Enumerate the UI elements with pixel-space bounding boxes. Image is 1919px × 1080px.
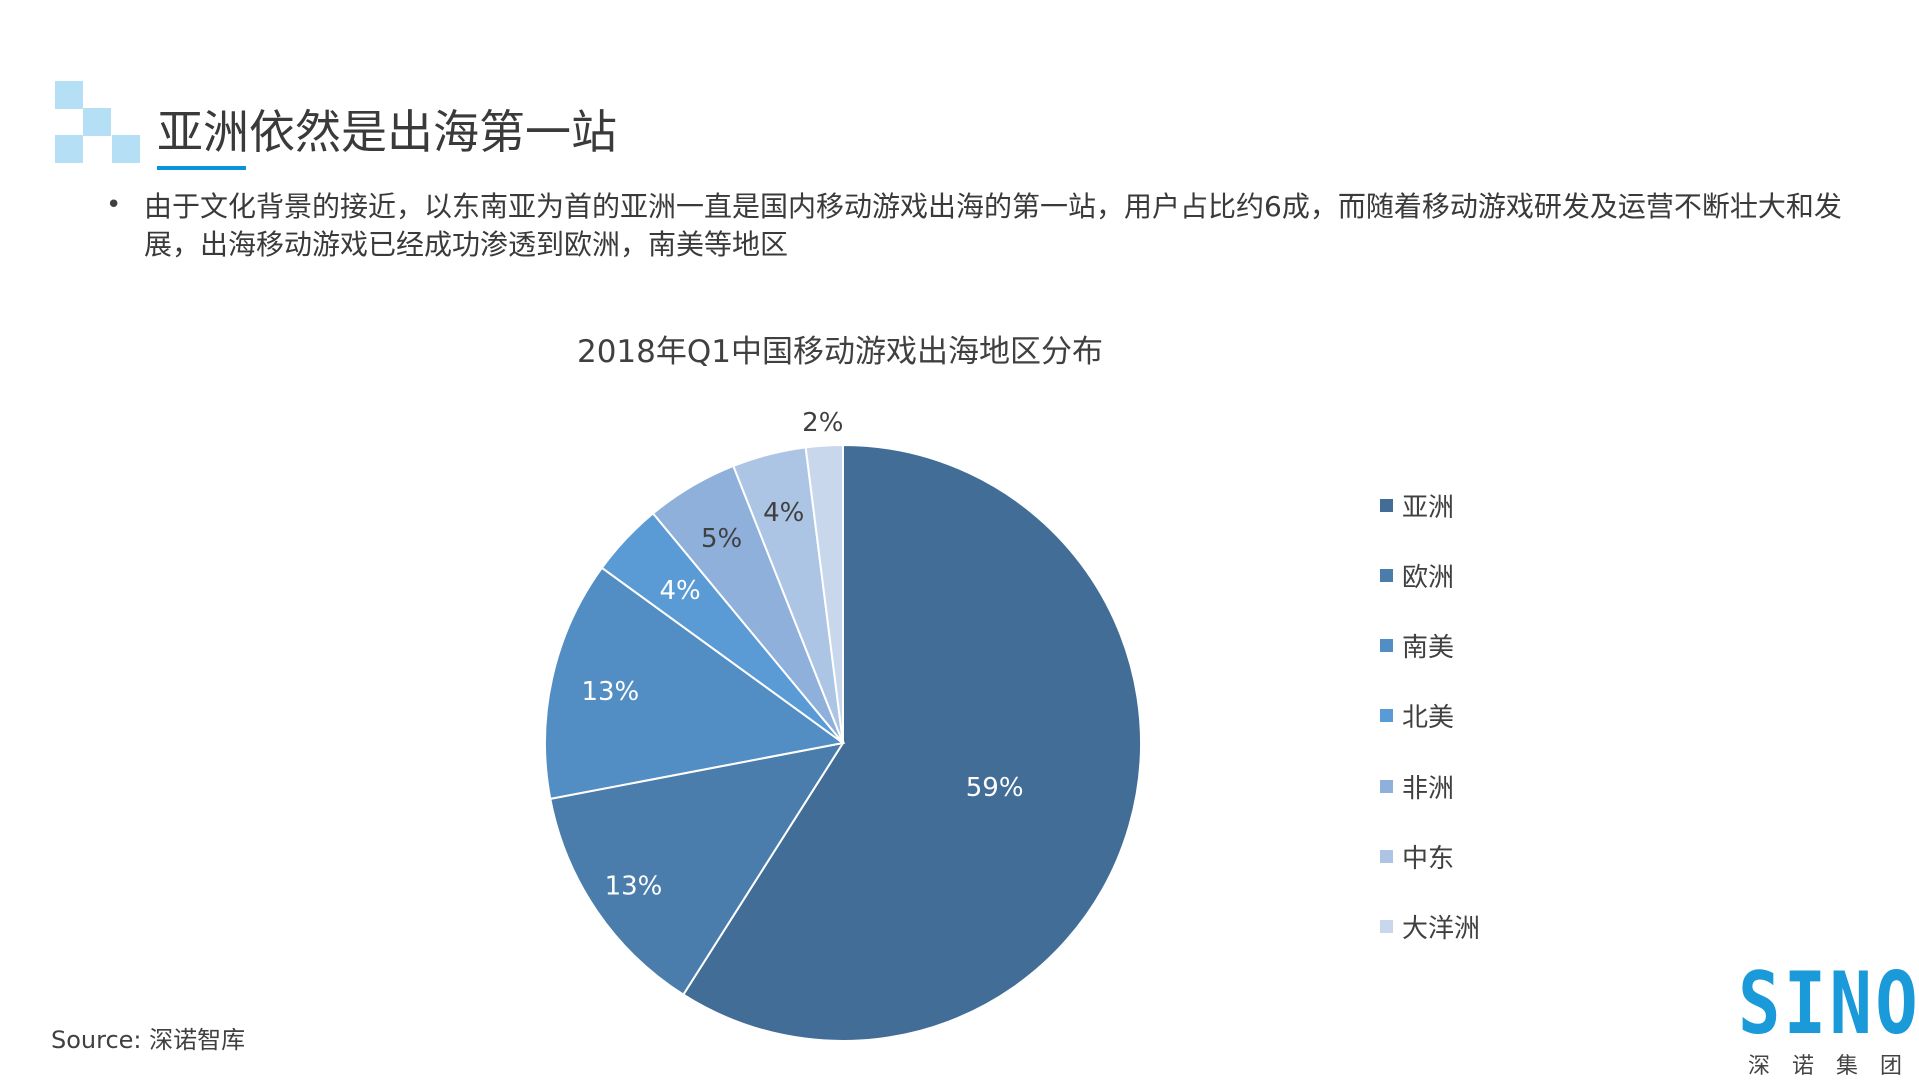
legend-label: 大洋洲 [1402, 914, 1481, 945]
legend-item: 亚洲 [1380, 490, 1454, 523]
legend-label: 北美 [1402, 703, 1455, 734]
source-note: Source: 深诺智库 [51, 1026, 246, 1054]
logo-subtext: 深诺集团 [1748, 1054, 1919, 1079]
decor-square [55, 135, 83, 163]
page-title: 亚洲依然是出海第一站 [157, 105, 617, 159]
legend-label: 非洲 [1402, 773, 1455, 804]
data-label: 13% [605, 871, 663, 901]
legend-label: 中东 [1402, 844, 1455, 874]
legend-swatch [1380, 779, 1393, 793]
data-label: 4% [763, 498, 804, 528]
bullet-text: 由于文化背景的接近，以东南亚为首的亚洲一直是国内移动游戏出海的第一站，用户占比约… [144, 190, 1842, 261]
legend-swatch [1380, 498, 1393, 512]
legend-item: 非洲 [1380, 771, 1454, 804]
decor-square [112, 135, 140, 163]
chart-title: 2018年Q1中国移动游戏出海地区分布 [576, 334, 1103, 370]
data-label: 2% [802, 408, 843, 438]
legend-swatch [1380, 709, 1393, 723]
legend-item: 大洋洲 [1380, 912, 1480, 944]
pie-slice-大洋洲 [804, 443, 844, 744]
legend-item: 北美 [1380, 701, 1454, 733]
title-underline [157, 166, 246, 170]
pie-slice-亚洲 [681, 443, 1142, 1042]
data-label: 4% [659, 576, 700, 606]
bullet-marker: • [106, 190, 122, 220]
legend-swatch [1380, 639, 1393, 653]
legend-item: 南美 [1380, 631, 1454, 663]
pie-slice-南美 [544, 566, 846, 801]
legend-item: 欧洲 [1380, 560, 1454, 593]
legend-swatch [1380, 850, 1393, 863]
legend-item: 中东 [1380, 842, 1454, 874]
decor-square [83, 108, 111, 136]
logo-text: SINO [1738, 954, 1919, 1054]
legend-label: 亚洲 [1402, 492, 1455, 523]
data-label: 59% [966, 773, 1024, 803]
legend-swatch [1380, 568, 1393, 582]
pie-slice-欧洲 [549, 741, 846, 996]
sino-logo: SINO 深诺集团 [1738, 960, 1919, 1079]
legend-label: 南美 [1402, 633, 1455, 664]
data-label: 5% [701, 524, 742, 554]
decor-square [55, 81, 83, 109]
legend-swatch [1380, 920, 1393, 934]
data-label: 13% [581, 677, 639, 707]
legend-label: 欧洲 [1402, 562, 1455, 593]
